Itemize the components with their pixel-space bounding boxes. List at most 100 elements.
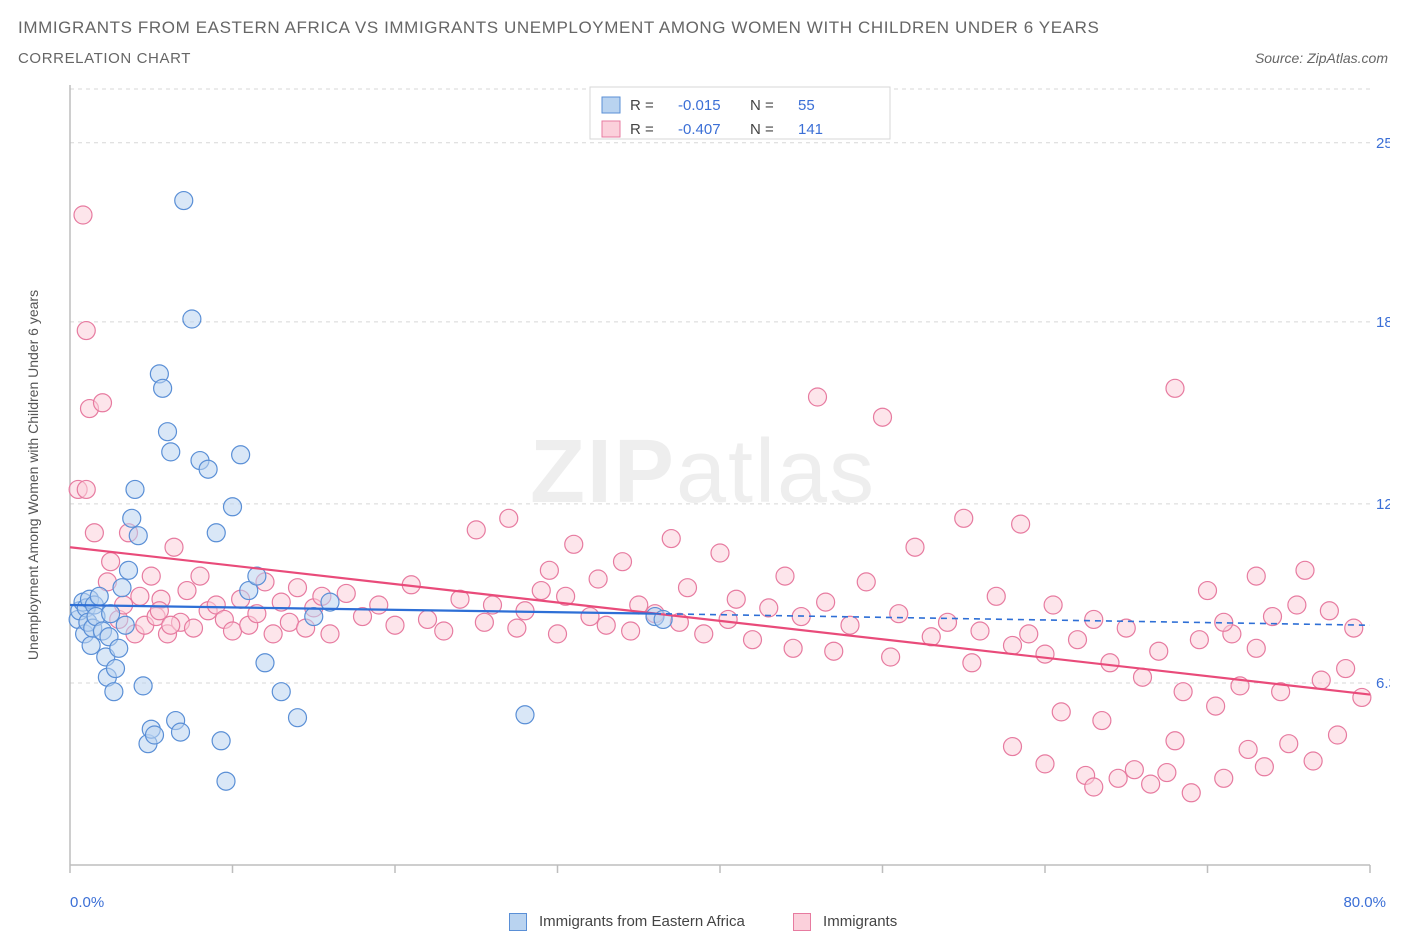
point-pink — [1036, 645, 1054, 663]
point-pink — [1247, 567, 1265, 585]
point-pink — [776, 567, 794, 585]
point-pink — [77, 480, 95, 498]
point-blue — [90, 587, 108, 605]
point-pink — [280, 613, 298, 631]
point-blue — [175, 192, 193, 210]
point-pink — [540, 561, 558, 579]
legend-r-value: -0.407 — [678, 121, 721, 138]
point-pink — [1207, 697, 1225, 715]
point-blue — [232, 446, 250, 464]
point-pink — [1182, 784, 1200, 802]
point-pink — [74, 206, 92, 224]
point-pink — [1296, 561, 1314, 579]
point-pink — [760, 599, 778, 617]
legend-item-blue: Immigrants from Eastern Africa — [509, 913, 745, 931]
chart-title: IMMIGRANTS FROM EASTERN AFRICA VS IMMIGR… — [18, 18, 1388, 38]
point-pink — [597, 616, 615, 634]
point-blue — [154, 379, 172, 397]
chart-subtitle: CORRELATION CHART — [18, 50, 191, 67]
point-pink — [809, 388, 827, 406]
title-block: IMMIGRANTS FROM EASTERN AFRICA VS IMMIGR… — [18, 18, 1388, 67]
point-pink — [1134, 668, 1152, 686]
point-pink — [1199, 582, 1217, 600]
legend-label-blue: Immigrants from Eastern Africa — [539, 913, 745, 930]
point-blue — [110, 639, 128, 657]
point-blue — [217, 772, 235, 790]
point-pink — [1329, 726, 1347, 744]
point-pink — [178, 582, 196, 600]
point-blue — [129, 527, 147, 545]
legend-label-pink: Immigrants — [823, 913, 897, 930]
x-axis-range: 0.0% 80.0% — [18, 894, 1388, 911]
legend-n-value: 141 — [798, 121, 823, 138]
point-pink — [162, 616, 180, 634]
point-pink — [1150, 642, 1168, 660]
point-pink — [565, 535, 583, 553]
point-blue — [107, 660, 125, 678]
point-pink — [191, 567, 209, 585]
point-pink — [289, 579, 307, 597]
point-pink — [1158, 764, 1176, 782]
point-pink — [532, 582, 550, 600]
y-tick-label: 6.3% — [1376, 675, 1390, 692]
point-pink — [1190, 631, 1208, 649]
legend-r-label: R = — [630, 97, 654, 114]
point-blue — [305, 608, 323, 626]
y-tick-label: 25.0% — [1376, 135, 1390, 152]
legend-swatch — [602, 121, 620, 137]
point-pink — [142, 567, 160, 585]
point-pink — [1166, 379, 1184, 397]
legend-r-value: -0.015 — [678, 97, 721, 114]
x-min-label: 0.0% — [70, 894, 104, 911]
point-pink — [435, 622, 453, 640]
legend-n-label: N = — [750, 97, 774, 114]
point-blue — [146, 726, 164, 744]
point-blue — [212, 732, 230, 750]
point-pink — [882, 648, 900, 666]
point-pink — [131, 587, 149, 605]
point-pink — [971, 622, 989, 640]
point-blue — [516, 706, 534, 724]
point-pink — [1353, 688, 1371, 706]
point-pink — [1069, 631, 1087, 649]
point-blue — [113, 579, 131, 597]
point-pink — [77, 322, 95, 340]
y-axis-label: Unemployment Among Women with Children U… — [25, 290, 41, 660]
point-pink — [1004, 636, 1022, 654]
point-pink — [890, 605, 908, 623]
point-pink — [1142, 775, 1160, 793]
point-pink — [370, 596, 388, 614]
scatter-chart: 6.3%12.5%18.8%25.0%Unemployment Among Wo… — [18, 75, 1390, 885]
legend-n-label: N = — [750, 121, 774, 138]
point-blue — [272, 683, 290, 701]
legend-swatch-blue — [509, 913, 527, 931]
point-pink — [1312, 671, 1330, 689]
point-pink — [321, 625, 339, 643]
point-blue — [102, 605, 120, 623]
point-pink — [1020, 625, 1038, 643]
point-pink — [963, 654, 981, 672]
point-pink — [508, 619, 526, 637]
point-blue — [183, 310, 201, 328]
point-pink — [874, 408, 892, 426]
point-pink — [825, 642, 843, 660]
point-pink — [1044, 596, 1062, 614]
point-pink — [1125, 761, 1143, 779]
point-pink — [695, 625, 713, 643]
legend-item-pink: Immigrants — [793, 913, 897, 931]
point-pink — [857, 573, 875, 591]
point-pink — [1320, 602, 1338, 620]
point-pink — [85, 524, 103, 542]
point-pink — [1085, 610, 1103, 628]
point-pink — [589, 570, 607, 588]
point-pink — [1174, 683, 1192, 701]
point-pink — [784, 639, 802, 657]
trendline-pink — [70, 547, 1370, 694]
point-blue — [207, 524, 225, 542]
point-pink — [719, 610, 737, 628]
point-pink — [817, 593, 835, 611]
point-pink — [1085, 778, 1103, 796]
point-pink — [939, 613, 957, 631]
point-pink — [1247, 639, 1265, 657]
point-blue — [159, 423, 177, 441]
